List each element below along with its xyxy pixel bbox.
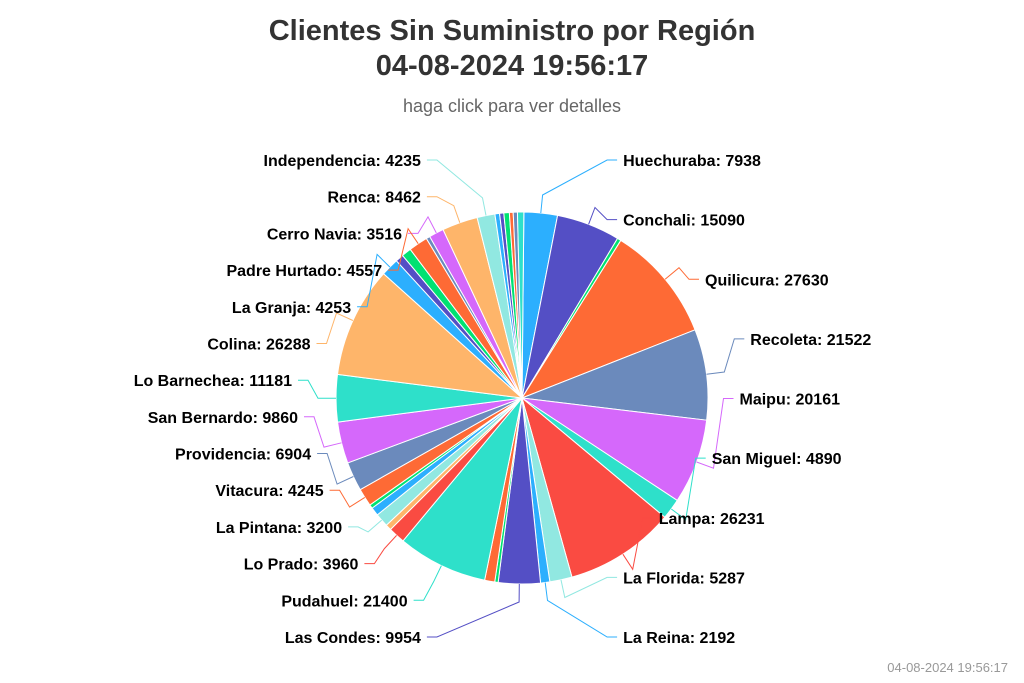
connector-huechuraba [540,159,618,214]
connector-lampa [622,517,653,571]
connector-la-florida [560,576,618,599]
data-label-la-pintana: La Pintana: 3200 [216,520,342,537]
connector-providencia [317,453,354,485]
data-label-lo-prado: Lo Prado: 3960 [244,557,359,574]
connector-la-pintana [348,519,383,533]
data-label-colina: Colina: 26288 [207,337,310,354]
connector-quilicura [664,267,699,280]
footer-timestamp: 04-08-2024 19:56:17 [887,660,1008,675]
connector-cerro-navia [408,215,437,234]
data-label-renca: Renca: 8462 [328,190,421,207]
connector-maipu [696,398,734,469]
connector-la-reina [544,582,618,638]
connector-pudahuel [413,565,442,601]
pie-slice-recoleta[interactable] [521,329,709,421]
data-label-padre-hurtado: Padre Hurtado: 4557 [226,263,382,280]
connector-padre-hurtado [388,227,419,271]
data-label-vitacura: Vitacura: 4245 [215,483,323,500]
data-label-san-bernardo: San Bernardo: 9860 [148,410,298,427]
data-label-cerro-navia: Cerro Navia: 3516 [267,226,402,243]
connector-conchali [588,206,618,225]
data-label-la-reina: La Reina: 2192 [623,630,735,647]
connector-san-bernardo [304,416,342,448]
pie-slice-pudahuel[interactable] [402,397,523,581]
connector-las-condes [426,583,520,638]
connector-renca [426,196,461,223]
chart-subtitle: haga click para ver detalles [402,96,622,116]
chart-title: Clientes Sin Suministro por Región 04-08… [0,14,1024,84]
pie-slice-37[interactable] [516,211,525,399]
data-label-providencia: Providencia: 6904 [175,447,311,464]
connector-recoleta [706,338,745,375]
data-label-las-condes: Las Condes: 9954 [285,630,421,647]
connector-colina [316,312,354,344]
chart-title-text: Clientes Sin Suministro por Región [268,15,756,47]
data-label-recoleta: Recoleta: 21522 [750,332,871,349]
data-label-lampa: Lampa: 26231 [659,511,765,528]
data-label-la-granja: La Granja: 4253 [232,300,351,317]
connector-lo-prado [364,535,397,565]
connector-vitacura [329,489,366,508]
pie-slice-quilicura[interactable] [521,239,696,399]
data-label-pudahuel: Pudahuel: 21400 [281,593,407,610]
data-label-conchali: Conchali: 15090 [623,213,745,230]
data-labels: Huechuraba: 7938 Conchali: 15090 Quilicura… [134,153,872,647]
connector-lo-barnechea [298,379,336,399]
data-label-lo-barnechea: Lo Barnechea: 11181 [134,373,292,390]
connector-la-granja [357,253,391,308]
data-label-independencia: Independencia: 4235 [264,153,421,170]
chart-title-timestamp: 04-08-2024 19:56:17 [375,50,649,82]
connector-san-miguel [671,457,706,521]
data-label-maipu: Maipu: 20161 [740,392,841,409]
connector-independencia [426,159,487,216]
pie-slice-colina[interactable] [337,273,523,399]
data-label-quilicura: Quilicura: 27630 [705,272,829,289]
data-label-la-florida: La Florida: 5287 [623,570,745,587]
data-label-huechuraba: Huechuraba: 7938 [623,153,761,170]
data-label-san-miguel: San Miguel: 4890 [712,451,842,468]
pie-slices [335,211,709,585]
label-connectors [298,159,745,638]
